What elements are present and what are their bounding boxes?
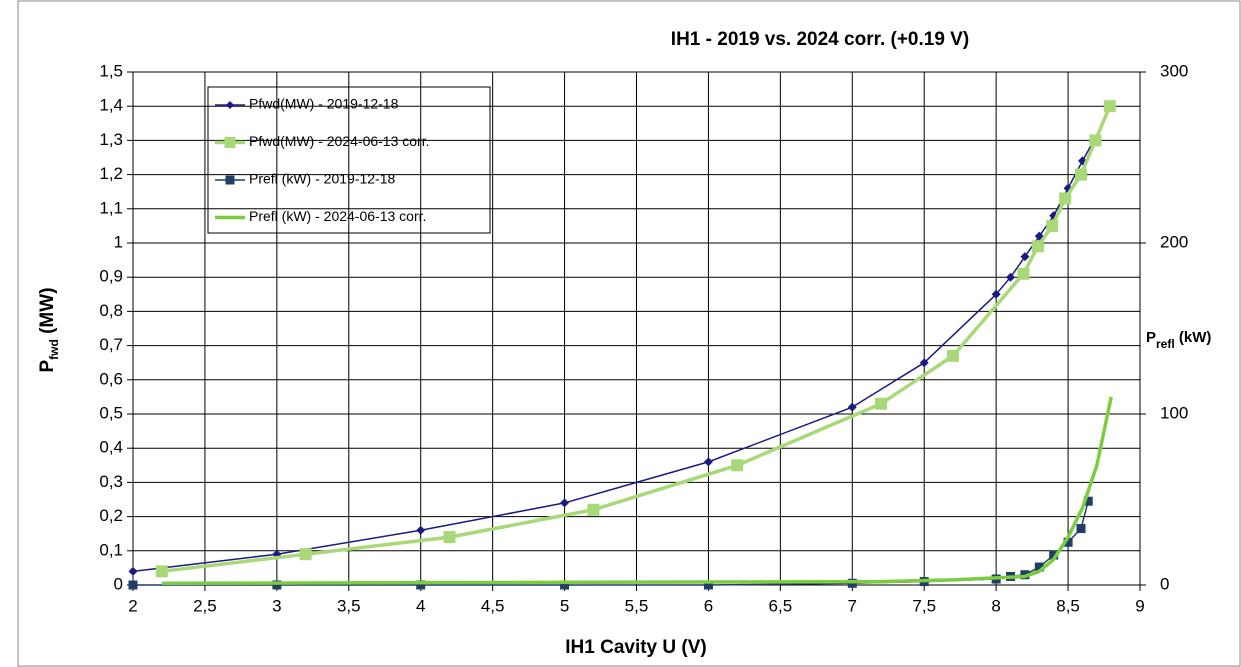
point — [1020, 252, 1030, 262]
y-tick-label: 0,8 — [99, 301, 123, 320]
x-tick-label: 4,5 — [481, 596, 505, 615]
y-tick-label: 0,3 — [99, 472, 123, 491]
legend-marker — [224, 137, 236, 148]
point — [128, 580, 138, 590]
x-tick-label: 9 — [1135, 596, 1144, 615]
y-axis-label-part: (MW) — [37, 287, 58, 339]
point — [731, 459, 744, 472]
x-tick-label: 6 — [704, 596, 713, 615]
point — [1049, 550, 1059, 560]
y-tick-label: 0,1 — [99, 540, 123, 559]
series-line — [133, 501, 1089, 586]
x-tick-label: 2,5 — [193, 596, 217, 615]
point — [847, 402, 857, 412]
y-tick-label: 1,4 — [99, 96, 123, 115]
point — [1089, 134, 1102, 147]
x-tick-label: 2 — [128, 596, 137, 615]
point — [1063, 537, 1073, 547]
y-tick-label: 0 — [114, 574, 123, 593]
point — [416, 525, 426, 535]
chart-title: IH1 - 2019 vs. 2024 corr. (+0.19 V) — [671, 29, 969, 50]
point — [703, 580, 713, 590]
point — [1103, 100, 1116, 113]
point — [272, 580, 282, 590]
point — [155, 565, 168, 578]
chart-border — [17, 0, 1241, 667]
y-tick-label: 1 — [114, 232, 123, 251]
x-tick-label: 5 — [560, 596, 569, 615]
point — [128, 566, 138, 576]
point — [1046, 219, 1059, 232]
point — [443, 531, 456, 544]
point — [1083, 496, 1093, 506]
x-tick-label: 7,5 — [912, 596, 936, 615]
point — [1075, 168, 1088, 181]
y2-axis-label-part: refl — [1156, 337, 1175, 351]
y-tick-label: 0,7 — [99, 335, 123, 354]
x-tick-label: 3 — [272, 596, 281, 615]
y-tick-label: 0,6 — [99, 369, 123, 388]
x-tick-label: 7 — [848, 596, 857, 615]
y2-axis-label-part: P — [1146, 329, 1156, 346]
y-tick-label: 0,9 — [99, 267, 123, 286]
y-axis-label-part: P — [37, 360, 58, 373]
x-tick-label: 6,5 — [769, 596, 793, 615]
x-tick-label: 3,5 — [337, 596, 361, 615]
legend-marker — [226, 101, 234, 109]
y2-tick-label: 300 — [1160, 61, 1188, 80]
point — [946, 349, 959, 362]
point — [1034, 562, 1044, 572]
legend-label: Pfwd(MW) - 2024-06-13 corr. — [249, 133, 430, 149]
x-tick-label: 8 — [991, 596, 1000, 615]
point — [1059, 192, 1072, 205]
y-tick-label: 1,1 — [99, 198, 123, 217]
legend-label: Pfwd(MW) - 2019-12-18 — [249, 96, 399, 112]
point — [703, 457, 713, 467]
y-tick-label: 0,4 — [99, 438, 123, 457]
y2-tick-label: 100 — [1160, 403, 1188, 422]
y-axis-label: Pfwd (MW) — [37, 287, 61, 372]
point — [875, 397, 888, 410]
point — [560, 498, 570, 508]
point — [919, 358, 929, 368]
legend-label: Prefl (kW) - 2024-06-13 corr. — [249, 208, 426, 224]
x-tick-label: 5,5 — [625, 596, 649, 615]
point — [1006, 272, 1016, 282]
series-line — [161, 396, 1113, 586]
point — [1017, 267, 1030, 280]
x-axis-label: IH1 Cavity U (V) — [565, 637, 706, 658]
y2-tick-label: 200 — [1160, 232, 1188, 251]
y-tick-label: 1,2 — [99, 164, 123, 183]
y2-axis-label: Prefl (kW) — [1146, 329, 1211, 351]
point — [1031, 240, 1044, 253]
y-tick-label: 0,5 — [99, 403, 123, 422]
point — [299, 548, 312, 561]
x-tick-label: 8,5 — [1056, 596, 1080, 615]
y-axis-label-part: fwd — [47, 339, 61, 360]
y2-tick-label: 0 — [1160, 574, 1169, 593]
point — [560, 580, 570, 590]
legend-marker — [225, 175, 235, 185]
x-tick-label: 4 — [416, 596, 425, 615]
point — [991, 289, 1001, 299]
point — [587, 503, 600, 516]
y-tick-label: 1,3 — [99, 130, 123, 149]
point — [416, 580, 426, 590]
point — [1076, 524, 1086, 534]
y-tick-label: 1,5 — [99, 61, 123, 80]
y2-axis-label-part: (kW) — [1175, 329, 1212, 346]
legend-label: Prefl (kW) - 2019-12-18 — [249, 171, 395, 187]
y-tick-label: 0,2 — [99, 506, 123, 525]
